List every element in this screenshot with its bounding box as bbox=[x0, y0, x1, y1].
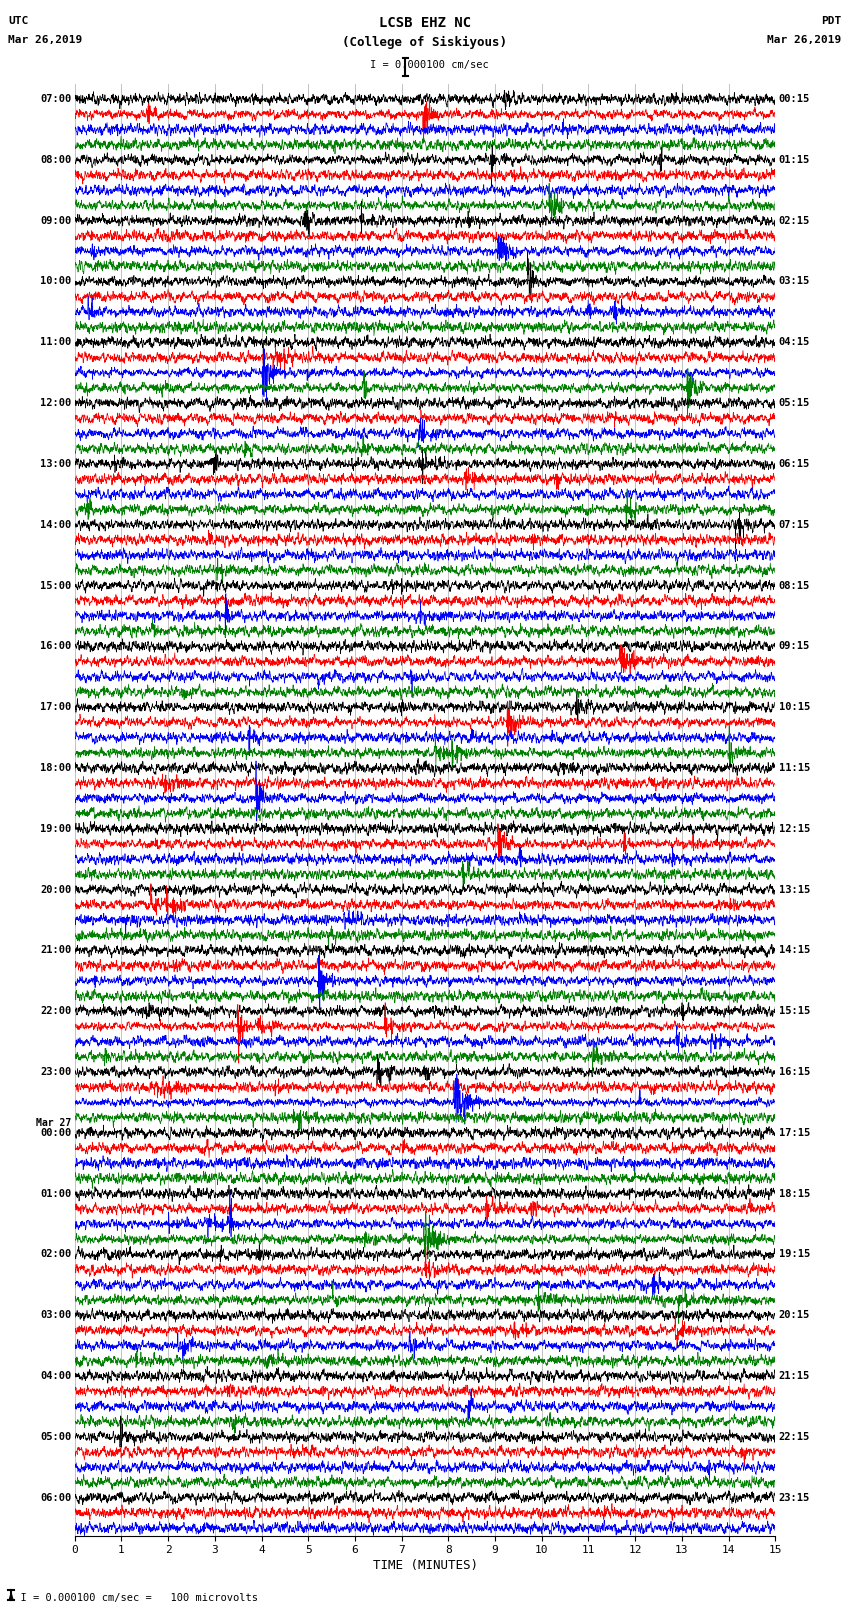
Text: Mar 27: Mar 27 bbox=[37, 1118, 71, 1127]
Text: 05:15: 05:15 bbox=[779, 398, 810, 408]
Text: 17:15: 17:15 bbox=[779, 1127, 810, 1137]
Text: 23:15: 23:15 bbox=[779, 1492, 810, 1503]
Text: 03:00: 03:00 bbox=[40, 1310, 71, 1319]
Text: 00:15: 00:15 bbox=[779, 94, 810, 105]
Text: 15:00: 15:00 bbox=[40, 581, 71, 590]
Text: 18:00: 18:00 bbox=[40, 763, 71, 773]
Text: 13:00: 13:00 bbox=[40, 460, 71, 469]
Text: 09:15: 09:15 bbox=[779, 642, 810, 652]
Text: 17:00: 17:00 bbox=[40, 702, 71, 711]
Text: LCSB EHZ NC: LCSB EHZ NC bbox=[379, 16, 471, 31]
Text: 16:15: 16:15 bbox=[779, 1066, 810, 1077]
Text: 12:00: 12:00 bbox=[40, 398, 71, 408]
Text: 13:15: 13:15 bbox=[779, 884, 810, 895]
Text: 07:15: 07:15 bbox=[779, 519, 810, 529]
Text: UTC: UTC bbox=[8, 16, 29, 26]
X-axis label: TIME (MINUTES): TIME (MINUTES) bbox=[372, 1560, 478, 1573]
Text: 05:00: 05:00 bbox=[40, 1432, 71, 1442]
Text: 04:15: 04:15 bbox=[779, 337, 810, 347]
Text: 02:15: 02:15 bbox=[779, 216, 810, 226]
Text: 03:15: 03:15 bbox=[779, 276, 810, 287]
Text: 19:00: 19:00 bbox=[40, 824, 71, 834]
Text: 14:15: 14:15 bbox=[779, 945, 810, 955]
Text: 14:00: 14:00 bbox=[40, 519, 71, 529]
Text: 08:15: 08:15 bbox=[779, 581, 810, 590]
Text: 15:15: 15:15 bbox=[779, 1007, 810, 1016]
Text: 16:00: 16:00 bbox=[40, 642, 71, 652]
Text: 22:15: 22:15 bbox=[779, 1432, 810, 1442]
Text: 02:00: 02:00 bbox=[40, 1250, 71, 1260]
Text: 07:00: 07:00 bbox=[40, 94, 71, 105]
Text: 23:00: 23:00 bbox=[40, 1066, 71, 1077]
Text: 01:15: 01:15 bbox=[779, 155, 810, 165]
Text: 10:15: 10:15 bbox=[779, 702, 810, 711]
Text: 04:00: 04:00 bbox=[40, 1371, 71, 1381]
Text: 09:00: 09:00 bbox=[40, 216, 71, 226]
Text: 00:00: 00:00 bbox=[40, 1127, 71, 1137]
Text: PDT: PDT bbox=[821, 16, 842, 26]
Text: 01:00: 01:00 bbox=[40, 1189, 71, 1198]
Text: 10:00: 10:00 bbox=[40, 276, 71, 287]
Text: Mar 26,2019: Mar 26,2019 bbox=[8, 35, 82, 45]
Text: 11:15: 11:15 bbox=[779, 763, 810, 773]
Text: A I = 0.000100 cm/sec =   100 microvolts: A I = 0.000100 cm/sec = 100 microvolts bbox=[8, 1594, 258, 1603]
Text: 18:15: 18:15 bbox=[779, 1189, 810, 1198]
Text: 21:00: 21:00 bbox=[40, 945, 71, 955]
Text: 06:15: 06:15 bbox=[779, 460, 810, 469]
Text: 20:15: 20:15 bbox=[779, 1310, 810, 1319]
Text: Mar 26,2019: Mar 26,2019 bbox=[768, 35, 842, 45]
Text: 22:00: 22:00 bbox=[40, 1007, 71, 1016]
Text: 20:00: 20:00 bbox=[40, 884, 71, 895]
Text: 19:15: 19:15 bbox=[779, 1250, 810, 1260]
Text: (College of Siskiyous): (College of Siskiyous) bbox=[343, 35, 507, 48]
Text: I = 0.000100 cm/sec: I = 0.000100 cm/sec bbox=[370, 60, 489, 69]
Text: 21:15: 21:15 bbox=[779, 1371, 810, 1381]
Text: 12:15: 12:15 bbox=[779, 824, 810, 834]
Text: 11:00: 11:00 bbox=[40, 337, 71, 347]
Text: 08:00: 08:00 bbox=[40, 155, 71, 165]
Text: 06:00: 06:00 bbox=[40, 1492, 71, 1503]
